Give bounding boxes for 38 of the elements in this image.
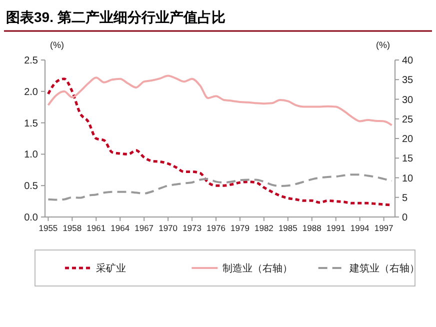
line-series: [47, 74, 393, 126]
y-tick-label: 2.0: [24, 86, 38, 98]
y2-tick-label: 10: [402, 173, 414, 184]
x-tick-label: 1973: [182, 223, 202, 233]
y2-tick-label: 20: [402, 134, 414, 145]
y-axis-title: (%): [50, 40, 64, 50]
y-tick-label: 0.5: [24, 181, 38, 192]
line-series: [47, 174, 393, 201]
x-tick-label: 1997: [374, 223, 394, 233]
x-tick-label: 1961: [86, 223, 106, 233]
chart-title: 图表39. 第二产业细分行业产值占比: [6, 9, 226, 25]
legend-label: 采矿业: [96, 262, 126, 274]
legend-label: 建筑业（右轴）: [348, 262, 420, 274]
y2-tick-label: 40: [402, 56, 414, 66]
x-tick-label: 1982: [254, 223, 274, 233]
y-tick-label: 0.0: [24, 212, 38, 224]
x-tick-label: 1991: [326, 223, 346, 233]
y-tick-label: 1.5: [24, 118, 38, 130]
x-tick-label: 1979: [230, 223, 250, 233]
x-tick-label: 1967: [134, 223, 154, 233]
y2-tick-label: 0: [402, 212, 408, 224]
x-tick-label: 1994: [350, 223, 370, 233]
y2-tick-label: 35: [402, 75, 414, 86]
y2-tick-label: 5: [402, 192, 408, 204]
y2-tick-label: 30: [402, 94, 414, 106]
y2-tick-label: 25: [402, 114, 414, 126]
y-tick-label: 2.5: [24, 56, 38, 66]
x-tick-label: 1964: [110, 223, 130, 233]
x-tick-label: 1988: [302, 223, 322, 233]
y2-axis-title: (%): [376, 40, 390, 50]
legend-label: 制造业（右轴）: [222, 262, 293, 274]
x-tick-label: 1976: [206, 223, 226, 233]
y-tick-label: 1.0: [24, 150, 38, 161]
x-tick-label: 1958: [62, 223, 82, 233]
x-tick-label: 1970: [158, 223, 178, 233]
x-tick-label: 1955: [38, 223, 58, 233]
x-tick-label: 1985: [278, 223, 298, 233]
y2-tick-label: 15: [402, 154, 414, 165]
